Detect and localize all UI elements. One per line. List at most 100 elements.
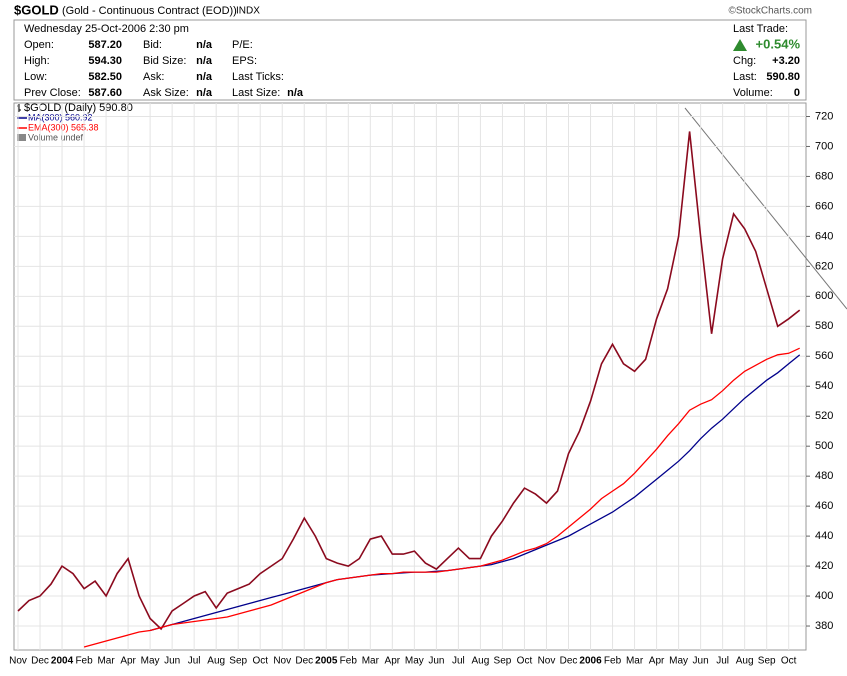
x-tick-label: 2005 xyxy=(315,656,338,667)
y-tick-label: 480 xyxy=(815,470,833,482)
field-label: Chg: xyxy=(733,55,756,67)
x-tick-label: Oct xyxy=(517,656,533,667)
x-tick-label: Nov xyxy=(538,656,556,667)
y-tick-label: 720 xyxy=(815,110,833,122)
change-pct: +0.54% xyxy=(756,36,801,51)
field-value: 590.80 xyxy=(766,71,800,83)
field-value: n/a xyxy=(287,87,304,99)
field-value: 587.60 xyxy=(88,87,122,99)
x-tick-label: Nov xyxy=(9,656,27,667)
series-line xyxy=(83,347,800,648)
field-label: Low: xyxy=(24,71,47,83)
x-tick-label: Dec xyxy=(560,656,578,667)
y-tick-label: 380 xyxy=(815,620,833,632)
x-tick-label: 2006 xyxy=(579,656,602,667)
x-tick-label: Jun xyxy=(693,656,709,667)
x-tick-label: Jun xyxy=(164,656,180,667)
x-tick-label: Jul xyxy=(188,656,201,667)
instrument-name: (Gold - Continuous Contract (EOD)) xyxy=(62,5,237,17)
legend-label: Volume undef xyxy=(28,132,84,142)
field-label: Bid Size: xyxy=(143,55,186,67)
field-value: n/a xyxy=(196,39,213,51)
y-tick-label: 640 xyxy=(815,230,833,242)
legend-icon xyxy=(17,134,26,141)
y-tick-label: 520 xyxy=(815,410,833,422)
field-label: Bid: xyxy=(143,39,162,51)
field-value: 587.20 xyxy=(88,39,122,51)
x-tick-label: Jun xyxy=(428,656,444,667)
field-label: Last: xyxy=(733,71,757,83)
y-tick-label: 460 xyxy=(815,500,833,512)
symbol: $GOLD xyxy=(14,2,59,17)
y-tick-label: 560 xyxy=(815,350,833,362)
y-tick-label: 540 xyxy=(815,380,833,392)
x-tick-label: Sep xyxy=(758,656,776,667)
x-tick-label: May xyxy=(669,656,688,667)
x-tick-label: Jul xyxy=(716,656,729,667)
field-label: Open: xyxy=(24,39,54,51)
trendline xyxy=(684,107,847,310)
y-tick-label: 680 xyxy=(815,170,833,182)
x-tick-label: Feb xyxy=(340,656,358,667)
field-value: 0 xyxy=(794,87,800,99)
y-tick-label: 500 xyxy=(815,440,833,452)
field-label: Last Size: xyxy=(232,87,280,99)
up-arrow xyxy=(733,39,747,51)
field-value: n/a xyxy=(196,71,213,83)
copyright: ©StockCharts.com xyxy=(728,6,812,17)
x-tick-label: Feb xyxy=(604,656,622,667)
x-tick-label: Nov xyxy=(273,656,291,667)
x-tick-label: Dec xyxy=(295,656,313,667)
y-tick-label: 600 xyxy=(815,290,833,302)
grid xyxy=(14,103,806,650)
field-value: +3.20 xyxy=(772,55,800,67)
x-tick-label: Feb xyxy=(75,656,93,667)
field-label: Last Ticks: xyxy=(232,71,284,83)
x-tick-label: Oct xyxy=(252,656,268,667)
x-tick-label: 2004 xyxy=(51,656,74,667)
x-tick-label: Sep xyxy=(229,656,247,667)
x-tick-label: Dec xyxy=(31,656,49,667)
field-label: Volume: xyxy=(733,87,773,99)
exchange: INDX xyxy=(236,6,260,17)
plot-frame xyxy=(13,102,807,651)
y-tick-label: 620 xyxy=(815,260,833,272)
field-value: 594.30 xyxy=(88,55,122,67)
legend-label: MA(300) 560.92 xyxy=(28,112,93,122)
x-tick-label: Aug xyxy=(736,656,754,667)
y-tick-label: 580 xyxy=(815,320,833,332)
x-tick-label: Aug xyxy=(207,656,225,667)
y-tick-label: 700 xyxy=(815,140,833,152)
x-tick-label: Mar xyxy=(97,656,115,667)
x-tick-label: Sep xyxy=(494,656,512,667)
x-tick-label: Oct xyxy=(781,656,797,667)
header-box xyxy=(13,19,807,101)
field-label: Prev Close: xyxy=(24,87,81,99)
field-label: Ask Size: xyxy=(143,87,189,99)
x-tick-label: Apr xyxy=(120,656,136,667)
last-trade-label: Last Trade: xyxy=(733,23,788,35)
field-label: Ask: xyxy=(143,71,164,83)
field-value: n/a xyxy=(196,55,213,67)
datetime: Wednesday 25-Oct-2006 2:30 pm xyxy=(24,23,189,35)
field-value: n/a xyxy=(196,87,213,99)
x-tick-label: May xyxy=(141,656,160,667)
field-label: High: xyxy=(24,55,50,67)
x-tick-label: Jul xyxy=(452,656,465,667)
y-tick-label: 660 xyxy=(815,200,833,212)
field-label: P/E: xyxy=(232,39,253,51)
y-tick-label: 400 xyxy=(815,590,833,602)
legend-label: EMA(300) 565.38 xyxy=(28,122,99,132)
x-tick-label: Aug xyxy=(472,656,490,667)
series-line xyxy=(17,131,801,631)
y-tick-label: 420 xyxy=(815,560,833,572)
x-tick-label: Apr xyxy=(649,656,665,667)
field-label: EPS: xyxy=(232,55,257,67)
x-tick-label: Apr xyxy=(385,656,401,667)
x-tick-label: Mar xyxy=(362,656,380,667)
x-tick-label: May xyxy=(405,656,424,667)
field-value: 582.50 xyxy=(88,71,122,83)
x-tick-label: Mar xyxy=(626,656,644,667)
